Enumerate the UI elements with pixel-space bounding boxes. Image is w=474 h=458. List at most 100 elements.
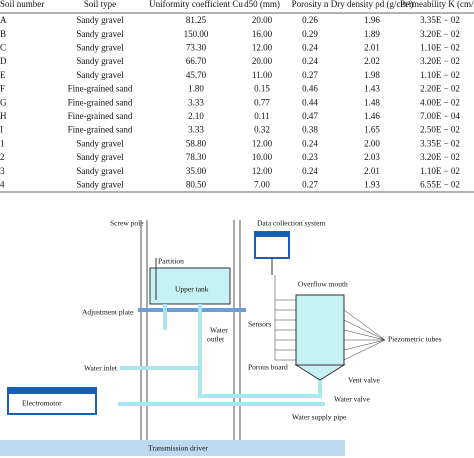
column-header: Soil type — [84, 0, 116, 9]
table-cell: 73.30 — [186, 42, 207, 52]
table-cell: Sandy gravel — [76, 166, 124, 176]
table-cell: 1.96 — [364, 15, 380, 25]
table-cell: 2.01 — [364, 166, 380, 176]
diagram-label: Vent valve — [348, 376, 381, 385]
table-cell: 1 — [0, 138, 5, 148]
table-cell: 0.44 — [302, 97, 318, 107]
table-cell: 1.10E − 02 — [420, 70, 460, 80]
table-cell: 3.33 — [188, 97, 204, 107]
table-cell: I — [0, 125, 3, 135]
table-cell: Fine-grained sand — [68, 111, 133, 121]
table-cell: 2.01 — [364, 42, 380, 52]
diagram-label: Adjustment plate — [82, 308, 134, 317]
table-cell: Sandy gravel — [76, 15, 124, 25]
table-cell: A — [0, 15, 7, 25]
table-cell: 0.77 — [254, 97, 270, 107]
table-cell: 0.47 — [302, 111, 318, 121]
table-cell: 78.30 — [186, 152, 207, 162]
table-cell: 58.80 — [186, 138, 207, 148]
table-cell: 0.24 — [302, 166, 318, 176]
table-cell: 1.93 — [364, 179, 380, 189]
table-cell: 1.98 — [364, 70, 380, 80]
table-cell: 2.50E − 02 — [420, 125, 460, 135]
table-cell: 10.00 — [252, 152, 273, 162]
table-cell: 81.25 — [186, 15, 207, 25]
diagram — [0, 220, 386, 456]
table-cell: 4 — [0, 179, 5, 189]
table-cell: 2 — [0, 152, 5, 162]
table-cell: 2.10 — [188, 111, 204, 121]
diagram-label: Transmission driver — [148, 444, 208, 453]
table-cell: 0.27 — [302, 70, 318, 80]
upper-tank — [149, 267, 231, 305]
table-cell: 1.80 — [188, 84, 204, 94]
table-cell: 35.00 — [186, 166, 207, 176]
table-cell: 0.27 — [302, 179, 318, 189]
table-cell: 1.48 — [364, 97, 380, 107]
table-cell: 6.55E − 02 — [420, 179, 460, 189]
table-cell: 2.00 — [364, 138, 380, 148]
table-cell: Fine-grained sand — [68, 97, 133, 107]
table-cell: C — [0, 42, 6, 52]
diagram-label: Screw pole — [110, 219, 144, 228]
table-cell: 150.00 — [184, 29, 209, 39]
table-cell: G — [0, 97, 7, 107]
table-cell: H — [0, 111, 7, 121]
table-cell: 3 — [0, 166, 5, 176]
table-cell: 45.70 — [186, 70, 207, 80]
table-cell: 3.35E − 02 — [420, 15, 460, 25]
pipe — [118, 366, 325, 406]
monitor-top — [255, 232, 289, 237]
table-cell: 0.38 — [302, 125, 318, 135]
diagram-label: Sensors — [248, 320, 271, 329]
table-cell: 12.00 — [252, 42, 273, 52]
table-cell: E — [0, 70, 6, 80]
table-cell: Sandy gravel — [76, 56, 124, 66]
diagram-label: Partition — [158, 257, 184, 266]
table-cell: Fine-grained sand — [68, 84, 133, 94]
diagram-label: Data collection system — [257, 219, 325, 228]
table-cell: 1.89 — [364, 29, 380, 39]
column-header: Soil number — [0, 0, 44, 9]
table-cell: 0.24 — [302, 56, 318, 66]
diagram-label: Water valve — [334, 395, 371, 404]
table-cell: 3.20E − 02 — [420, 29, 460, 39]
soil-column — [295, 294, 345, 366]
adjustment-plate — [138, 308, 246, 312]
pipe — [163, 304, 322, 398]
electromotor-top — [8, 388, 96, 394]
table-cell: 7.00E − 04 — [420, 111, 460, 121]
table-cell: Fine-grained sand — [68, 125, 133, 135]
table-cell: Sandy gravel — [76, 152, 124, 162]
diagram-label: outlet — [207, 335, 225, 344]
table-cell: 20.00 — [252, 15, 273, 25]
table-cell: B — [0, 29, 6, 39]
table-cell: 0.11 — [254, 111, 269, 121]
column-header: Porosity n — [292, 0, 329, 9]
column-header: Uniformity coefficient Cu — [149, 0, 243, 9]
table-cell: 1.43 — [364, 84, 380, 94]
table-cell: 3.20E − 02 — [420, 152, 460, 162]
table-cell: 16.00 — [252, 29, 273, 39]
column-header: Permeability K (cm/s) — [400, 0, 474, 9]
diagram-label: Water supply pipe — [292, 413, 347, 422]
table-cell: 2.20E − 02 — [420, 84, 460, 94]
table-cell: Sandy gravel — [76, 29, 124, 39]
table-cell: 80.50 — [186, 179, 207, 189]
sensor-wires — [275, 299, 296, 361]
diagram-label: Water inlet — [84, 364, 118, 373]
table-cell: 12.00 — [252, 166, 273, 176]
table-cell: 11.00 — [252, 70, 272, 80]
table-cell: 0.15 — [254, 84, 270, 94]
diagram-label: Water — [210, 326, 228, 335]
table-cell: 2.02 — [364, 56, 380, 66]
table-cell: 1.46 — [364, 111, 380, 121]
table-cell: 0.32 — [254, 125, 270, 135]
table-cell: Sandy gravel — [76, 42, 124, 52]
table-cell: 3.33 — [188, 125, 204, 135]
table-cell: 0.26 — [302, 15, 318, 25]
table-cell: 0.24 — [302, 42, 318, 52]
table-cell: 1.10E − 02 — [420, 166, 460, 176]
column-header: d50 (mm) — [244, 0, 280, 9]
